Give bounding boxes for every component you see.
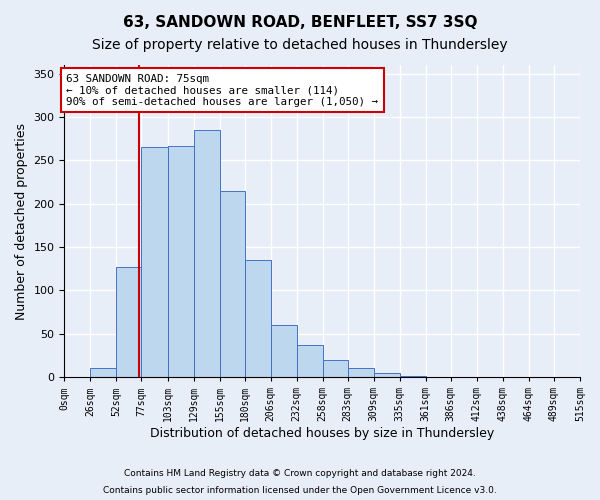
Text: Size of property relative to detached houses in Thundersley: Size of property relative to detached ho…	[92, 38, 508, 52]
Y-axis label: Number of detached properties: Number of detached properties	[15, 122, 28, 320]
Bar	[348, 368, 374, 377]
Text: 63, SANDOWN ROAD, BENFLEET, SS7 3SQ: 63, SANDOWN ROAD, BENFLEET, SS7 3SQ	[123, 15, 477, 30]
Bar	[142, 148, 167, 377]
Bar	[296, 345, 323, 377]
Bar	[245, 260, 271, 377]
Bar	[91, 368, 116, 377]
Bar	[116, 267, 142, 377]
Bar	[194, 130, 220, 377]
Text: Contains public sector information licensed under the Open Government Licence v3: Contains public sector information licen…	[103, 486, 497, 495]
Bar	[220, 190, 245, 377]
X-axis label: Distribution of detached houses by size in Thundersley: Distribution of detached houses by size …	[150, 427, 494, 440]
Bar	[400, 376, 426, 377]
Bar	[271, 325, 296, 377]
Text: 63 SANDOWN ROAD: 75sqm
← 10% of detached houses are smaller (114)
90% of semi-de: 63 SANDOWN ROAD: 75sqm ← 10% of detached…	[67, 74, 379, 107]
Text: Contains HM Land Registry data © Crown copyright and database right 2024.: Contains HM Land Registry data © Crown c…	[124, 468, 476, 477]
Bar	[374, 373, 400, 377]
Bar	[323, 360, 348, 377]
Bar	[167, 146, 194, 377]
